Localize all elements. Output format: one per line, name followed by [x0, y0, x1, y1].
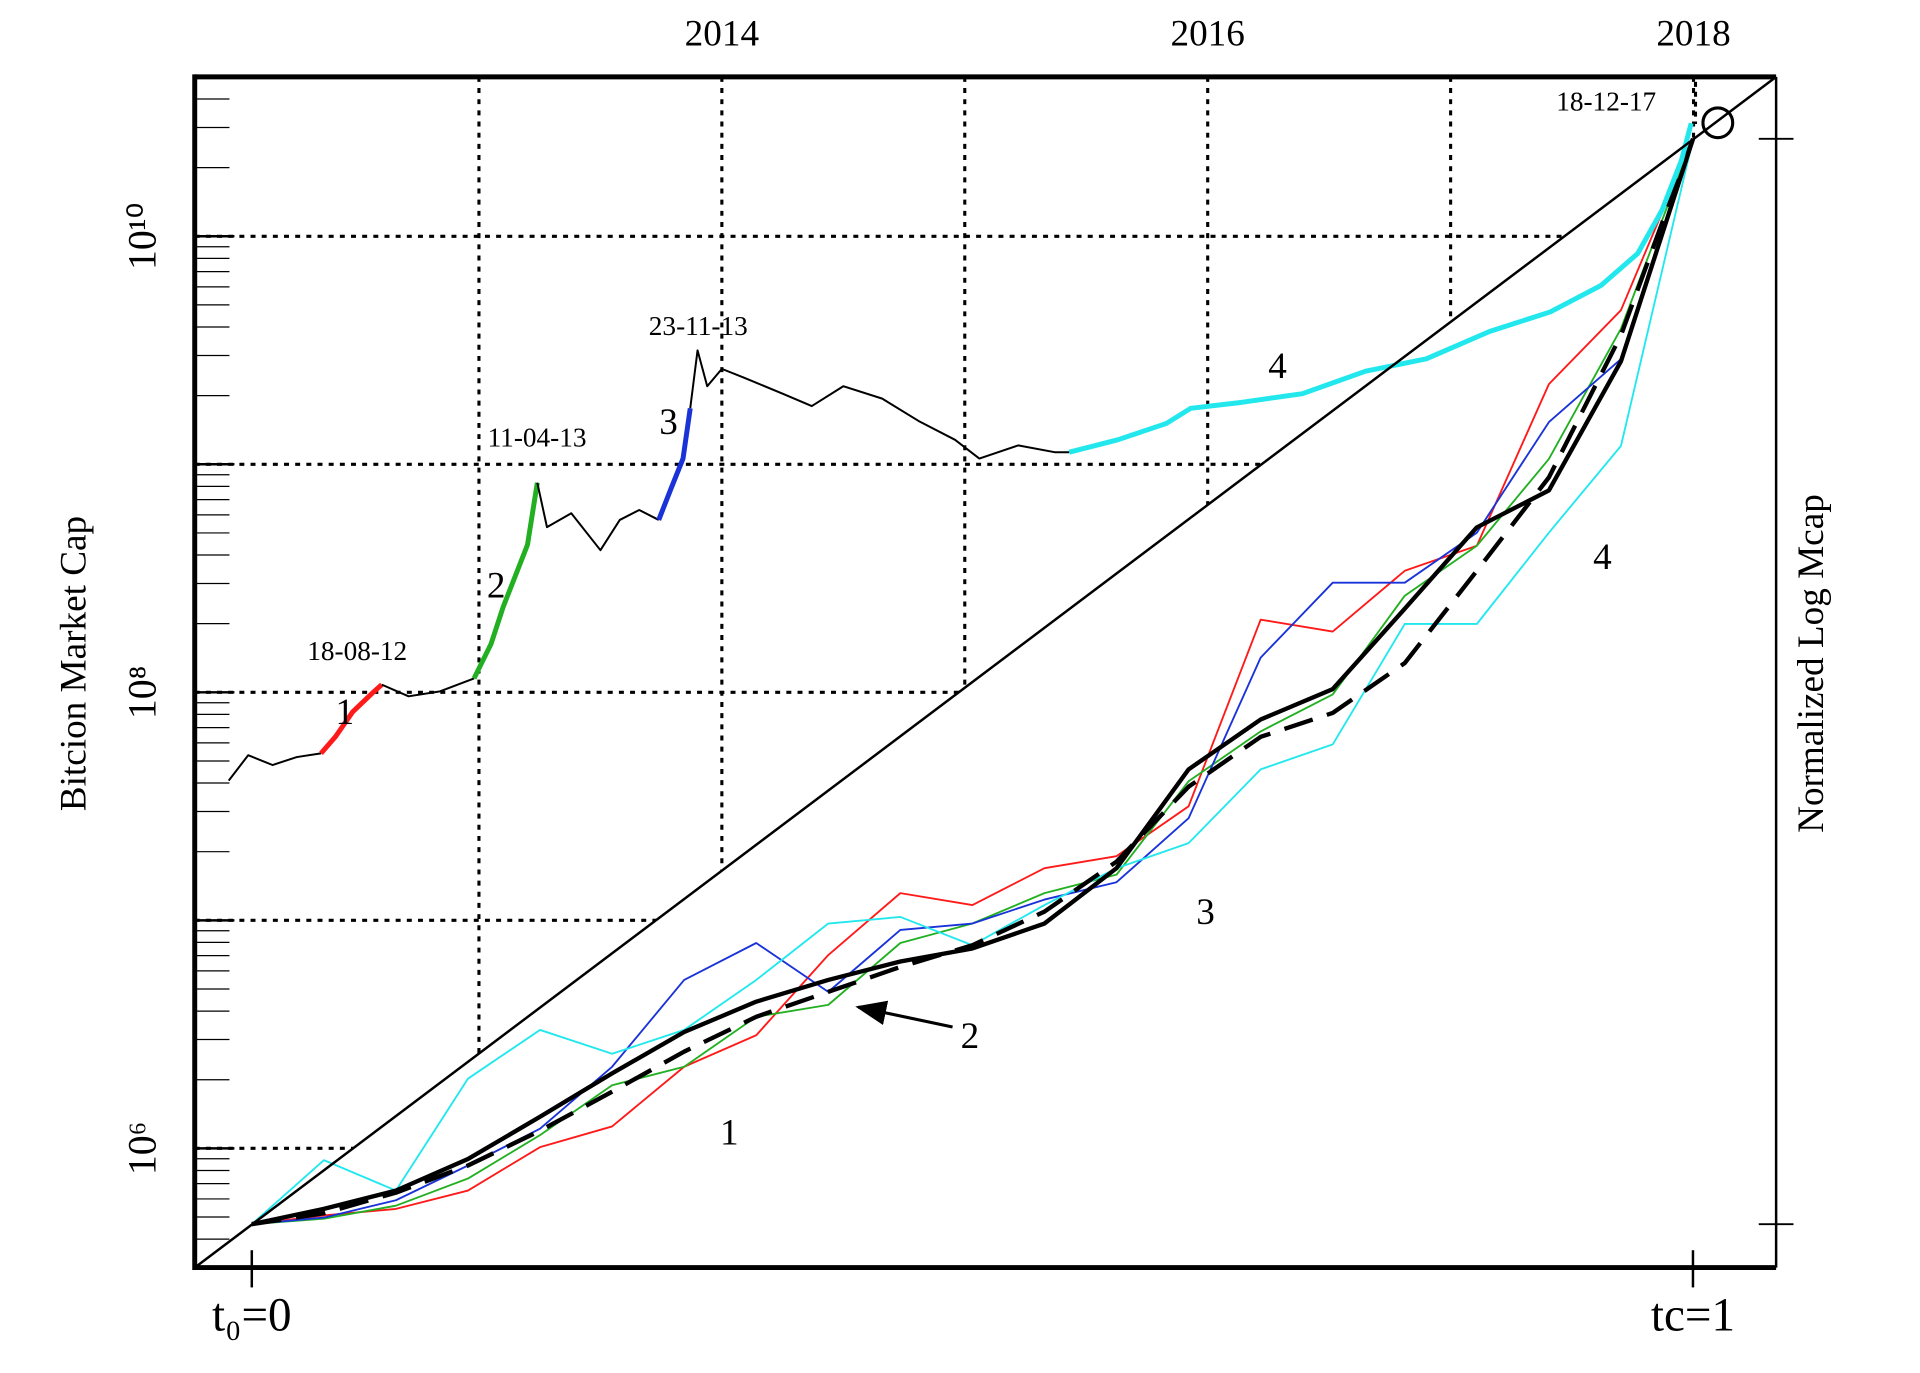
- annotation: 4: [1593, 537, 1612, 578]
- annotation: 3: [1196, 892, 1215, 933]
- x-tick-label: t₀=0: [212, 1289, 292, 1341]
- series-line: [689, 349, 1070, 460]
- y2-axis-label: Normalized Log Mcap: [1791, 494, 1832, 833]
- annotation-arrow: [855, 1000, 953, 1029]
- series-line: [471, 482, 540, 680]
- annotation: 3: [659, 402, 678, 443]
- x-tick-label: 2014: [685, 14, 760, 55]
- annotation: 1: [720, 1113, 739, 1154]
- y-tick-label: 10¹⁰: [120, 203, 164, 270]
- series-line: [251, 138, 1696, 1227]
- x-tick-label: 2018: [1656, 14, 1730, 55]
- series-line: [227, 752, 322, 782]
- annotation: 18-08-12: [307, 636, 407, 666]
- diagonal-line: [193, 75, 1777, 1269]
- series-line: [656, 407, 693, 521]
- x-tick-label: 2016: [1171, 14, 1245, 55]
- series-line: [251, 138, 1696, 1227]
- series-line: [1068, 122, 1694, 455]
- annotation: 11-04-13: [488, 423, 587, 453]
- annotation: 23-11-13: [649, 311, 748, 341]
- annotation: 1: [336, 692, 355, 733]
- annotation: 4: [1268, 346, 1287, 387]
- annotation: 2: [961, 1016, 980, 1057]
- annotation: 2: [487, 566, 506, 607]
- x-tick-label: tc=1: [1651, 1289, 1735, 1341]
- annotation: 18-12-17: [1556, 86, 1656, 116]
- series-line: [536, 482, 660, 552]
- peak-circle: [1701, 106, 1735, 140]
- y-tick-label: 10⁸: [120, 666, 164, 720]
- series-line: [381, 677, 475, 698]
- y-axis-label: Bitcion Market Cap: [53, 516, 94, 811]
- y-tick-label: 10⁶: [120, 1122, 164, 1176]
- series-line: [319, 682, 384, 755]
